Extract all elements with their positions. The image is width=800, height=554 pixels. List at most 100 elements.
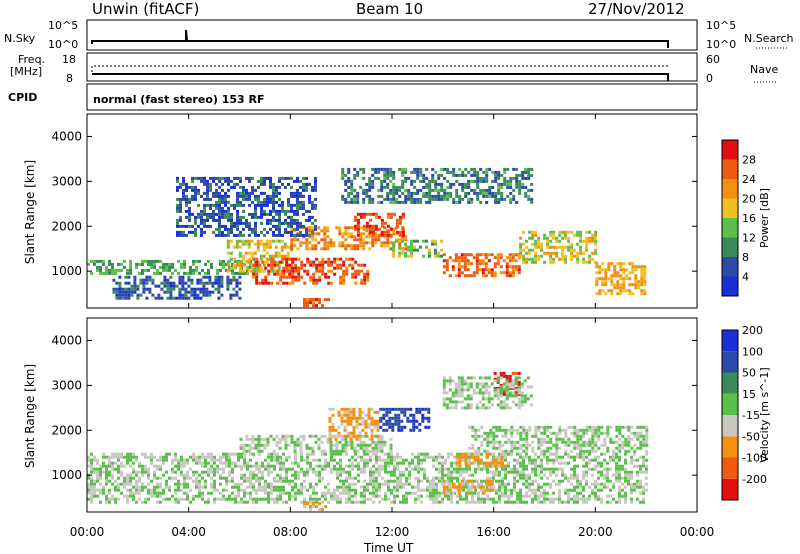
data-cell xyxy=(417,461,420,465)
data-cell xyxy=(495,488,498,492)
data-cell xyxy=(503,170,507,174)
data-cell xyxy=(642,461,645,465)
data-cell xyxy=(371,241,375,245)
data-cell xyxy=(361,410,365,414)
data-cell xyxy=(627,428,631,432)
data-cell xyxy=(365,191,369,195)
data-cell xyxy=(377,449,381,453)
data-cell xyxy=(126,488,129,492)
data-cell xyxy=(93,470,96,474)
data-cell xyxy=(603,443,607,447)
data-cell xyxy=(491,461,495,465)
data-cell xyxy=(522,467,525,471)
data-cell xyxy=(398,245,401,249)
data-cell xyxy=(336,488,339,492)
data-cell xyxy=(380,244,384,248)
data-cell xyxy=(291,494,294,498)
data-cell xyxy=(639,455,642,459)
data-cell xyxy=(516,470,519,474)
data-cell xyxy=(505,265,509,269)
data-cell xyxy=(624,449,628,453)
data-cell xyxy=(248,449,252,453)
data-cell xyxy=(266,194,269,198)
data-cell xyxy=(449,185,453,189)
data-cell xyxy=(546,491,549,495)
data-cell xyxy=(564,461,567,465)
data-cell xyxy=(598,292,602,296)
data-cell xyxy=(455,191,459,195)
data-cell xyxy=(378,467,381,471)
data-cell xyxy=(254,443,258,447)
data-cell xyxy=(368,443,372,447)
data-cell xyxy=(296,221,299,225)
data-cell xyxy=(392,227,396,231)
data-cell xyxy=(206,218,209,222)
data-cell xyxy=(561,428,565,432)
data-cell xyxy=(269,197,272,201)
data-cell xyxy=(294,461,297,465)
data-cell xyxy=(339,500,342,504)
data-cell xyxy=(132,476,135,480)
data-cell xyxy=(318,298,321,302)
data-cell xyxy=(96,265,99,269)
data-cell xyxy=(178,293,182,297)
data-cell xyxy=(108,259,111,263)
data-cell xyxy=(177,467,180,471)
data-cell xyxy=(394,416,398,420)
data-cell xyxy=(427,425,431,429)
data-cell xyxy=(485,461,489,465)
data-cell xyxy=(576,254,580,258)
data-cell xyxy=(513,485,516,489)
data-cell xyxy=(260,176,263,180)
data-cell xyxy=(238,245,242,249)
data-cell xyxy=(484,274,488,278)
data-cell xyxy=(377,170,381,174)
data-cell xyxy=(531,440,535,444)
data-cell xyxy=(637,286,641,290)
data-cell xyxy=(353,197,357,201)
data-cell xyxy=(339,491,342,495)
data-cell xyxy=(410,242,413,246)
data-cell xyxy=(324,452,327,456)
data-cell xyxy=(345,476,348,480)
data-cell xyxy=(373,419,377,423)
data-cell xyxy=(210,476,213,480)
data-cell xyxy=(363,278,367,282)
data-cell xyxy=(254,230,257,234)
data-cell xyxy=(270,257,274,261)
data-cell xyxy=(498,428,502,432)
data-cell xyxy=(492,443,496,447)
data-cell xyxy=(601,289,605,293)
data-cell xyxy=(552,470,555,474)
data-cell xyxy=(579,236,583,240)
data-cell xyxy=(311,206,314,210)
data-cell xyxy=(261,281,265,285)
data-cell xyxy=(308,218,311,222)
data-cell xyxy=(358,407,362,411)
data-cell xyxy=(558,494,561,498)
data-cell xyxy=(227,233,230,237)
data-cell xyxy=(466,262,470,266)
data-cell xyxy=(528,230,532,234)
data-cell xyxy=(315,505,318,509)
data-cell xyxy=(342,260,346,264)
data-cell xyxy=(483,500,486,504)
data-cell xyxy=(193,296,197,300)
data-cell xyxy=(267,470,270,474)
data-cell xyxy=(144,464,147,468)
data-cell xyxy=(561,467,564,471)
data-cell xyxy=(528,248,532,252)
data-cell xyxy=(267,269,271,273)
data-cell xyxy=(195,476,198,480)
data-cell xyxy=(234,461,237,465)
data-cell xyxy=(500,173,504,177)
data-cell xyxy=(579,233,583,237)
data-cell xyxy=(573,440,577,444)
data-cell xyxy=(330,281,334,285)
data-cell xyxy=(342,263,346,267)
data-cell xyxy=(594,434,598,438)
data-cell xyxy=(386,230,390,234)
colorbar-tick-label: 28 xyxy=(742,154,756,167)
data-cell xyxy=(396,476,399,480)
data-cell xyxy=(519,464,522,468)
